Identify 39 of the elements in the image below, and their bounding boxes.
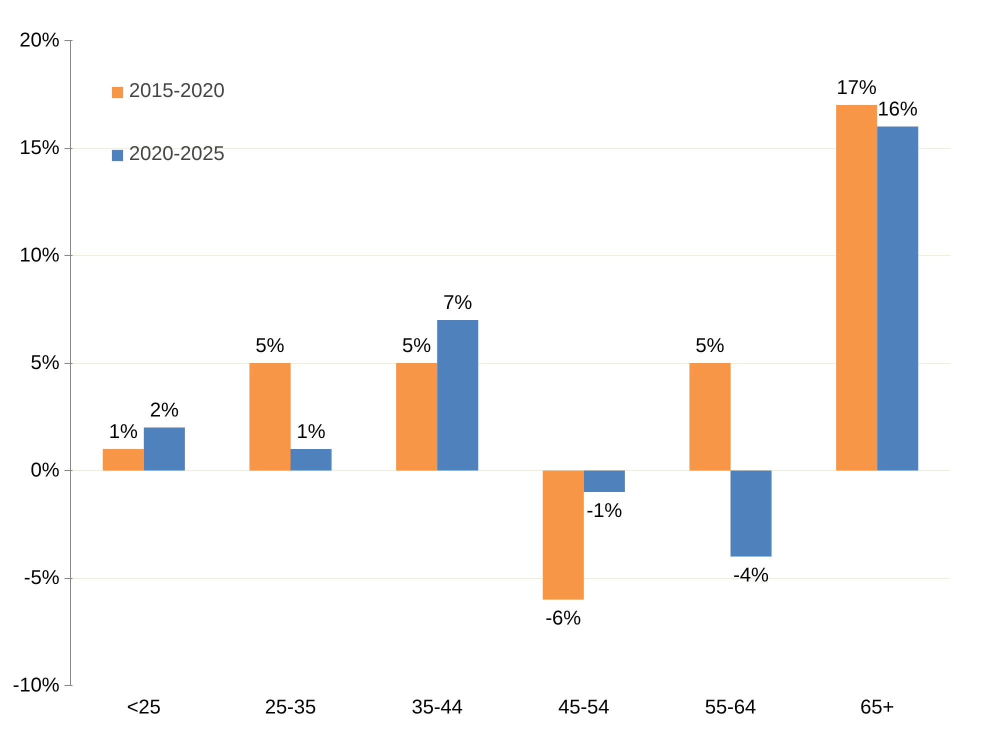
x-tick-label: 55-64 — [704, 696, 756, 718]
legend-label: 2015-2020 — [129, 80, 225, 103]
x-tick-label: 25-35 — [264, 696, 316, 718]
x-tick-label: <25 — [126, 696, 161, 718]
bar — [877, 126, 918, 470]
data-label: 1% — [108, 421, 138, 443]
y-tick-label: 0% — [30, 460, 60, 482]
bar — [144, 428, 185, 470]
data-label: 17% — [836, 77, 877, 99]
bar — [836, 105, 878, 470]
x-tick-label: 35-44 — [412, 696, 463, 718]
legend-label: 2020-2025 — [129, 143, 225, 166]
bar — [584, 470, 625, 492]
bar — [249, 363, 290, 470]
bar — [102, 449, 144, 470]
y-tick-label: -10% — [12, 674, 60, 696]
data-label: 5% — [256, 335, 285, 357]
y-tick-label: 10% — [19, 244, 60, 266]
data-label: 7% — [443, 292, 472, 314]
y-tick-label: 5% — [30, 352, 60, 374]
data-label: -6% — [546, 608, 582, 630]
x-tick-label: 45-54 — [558, 696, 610, 718]
bar — [689, 363, 730, 470]
y-tick-label: 15% — [19, 137, 60, 159]
data-label: 16% — [878, 98, 918, 120]
data-label: 5% — [402, 335, 432, 357]
x-tick-label: 65+ — [860, 696, 894, 718]
data-label: 1% — [296, 421, 326, 443]
data-label: 2% — [150, 400, 180, 422]
y-tick-label: -5% — [24, 567, 60, 589]
data-label: 5% — [696, 335, 725, 357]
data-label: -1% — [586, 500, 622, 522]
bar — [396, 363, 438, 470]
y-tick-label: 20% — [19, 30, 60, 52]
bar — [437, 320, 478, 470]
bar — [730, 470, 772, 556]
bar — [542, 470, 584, 600]
data-label: -4% — [733, 564, 770, 586]
bar — [290, 449, 332, 470]
